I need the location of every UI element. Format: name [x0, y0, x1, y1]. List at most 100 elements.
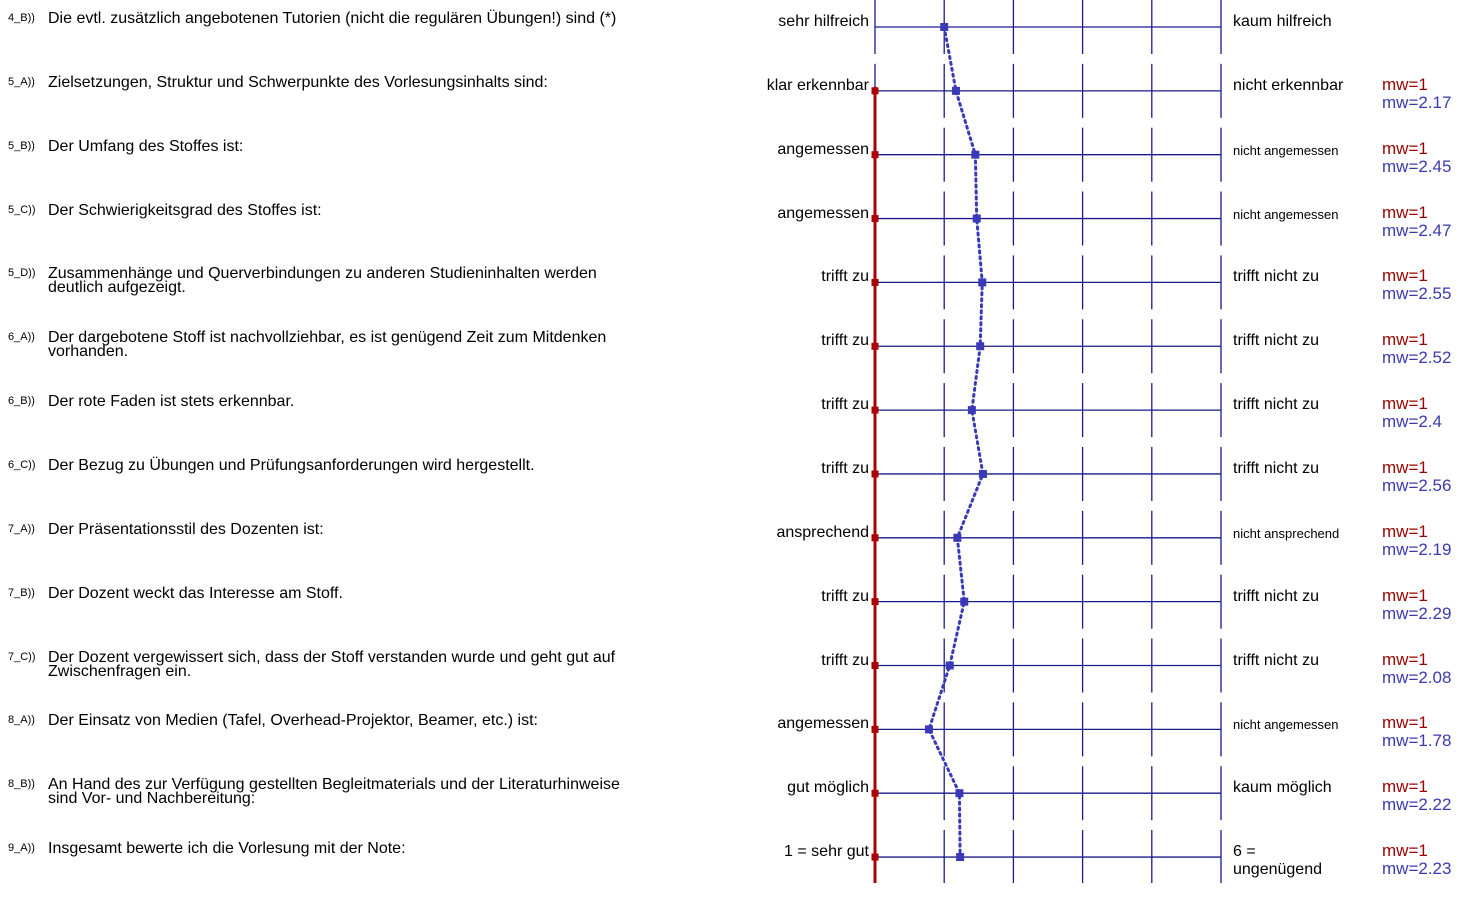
mean-reference-label: mw=1 — [1382, 457, 1428, 477]
mean-point — [940, 23, 949, 31]
mean-value-label: mw=2.17 — [1382, 92, 1452, 112]
reference-point — [871, 87, 879, 95]
question-code: 5_D)) — [8, 267, 36, 280]
mean-point — [976, 342, 985, 351]
mean-point — [924, 725, 933, 734]
question-code: 9_A)) — [8, 842, 35, 855]
scale-right-label: trifft nicht zu — [1233, 396, 1319, 414]
survey-rows: 4_B)) Die evtl. zusätzlich angebotenen Tu… — [0, 10, 1477, 879]
mean-point — [956, 853, 965, 862]
scale-left-label: sehr hilfreich — [778, 13, 869, 30]
question-code: 6_B)) — [8, 395, 35, 408]
scale-left-label: trifft zu — [821, 651, 869, 669]
scale-left-label: angemessen — [777, 715, 869, 733]
mean-value-label: mw=2.52 — [1382, 348, 1452, 368]
question-text: Der Schwierigkeitsgrad des Stoffes ist: — [48, 201, 322, 219]
scale-right-label: nicht erkennbar — [1233, 76, 1344, 94]
mean-value-label: mw=2.47 — [1382, 220, 1452, 240]
mean-point — [953, 533, 962, 542]
scale-right-label: trifft nicht zu — [1233, 587, 1319, 605]
survey-row: 5_B)) Der Umfang des Stoffes ist: angemess… — [0, 137, 1477, 200]
reference-point — [871, 534, 879, 542]
question-text: Der Dozent vergewissert sich, dass der S… — [48, 648, 616, 680]
scale-left-label: angemessen — [777, 140, 869, 158]
reference-point — [871, 215, 879, 223]
survey-row: 9_A)) Insgesamt bewerte ich die Vorlesung… — [0, 841, 1477, 902]
question-code: 6_C)) — [8, 458, 36, 471]
mean-point — [951, 86, 960, 95]
profile-chart — [871, 0, 1222, 883]
reference-point — [871, 470, 879, 478]
reference-point — [871, 789, 879, 797]
mean-point — [967, 406, 976, 415]
question-text: Der Dozent weckt das Interesse am Stoff. — [48, 584, 343, 602]
mean-value-label: mw=2.22 — [1382, 795, 1452, 815]
question-text: Die evtl. zusätzlich angebotenen Tutorie… — [48, 10, 617, 27]
mean-reference-label: mw=1 — [1382, 330, 1428, 350]
scale-left-label: trifft zu — [821, 332, 869, 350]
mean-value-label: mw=2.08 — [1382, 667, 1452, 687]
survey-row: 8_A)) Der Einsatz von Medien (Tafel, Over… — [0, 712, 1477, 774]
scale-left-label: 1 = sehr gut — [784, 843, 869, 861]
survey-row: 6_B)) Der rote Faden ist stets erkennbar.… — [0, 393, 1477, 455]
mean-reference-label: mw=1 — [1382, 649, 1428, 669]
scale-right-label: nicht angemessen — [1233, 717, 1339, 733]
mean-reference-label: mw=1 — [1382, 138, 1428, 158]
survey-row: 5_D)) Zusammenhänge und Querverbindungen … — [0, 265, 1477, 327]
mean-value-label: mw=2.45 — [1382, 156, 1452, 176]
mean-value-label: mw=2.19 — [1382, 539, 1452, 559]
question-code: 8_B)) — [8, 778, 35, 791]
mean-value-label: mw=1.78 — [1382, 731, 1452, 751]
reference-point — [871, 662, 879, 669]
question-code: 7_B)) — [8, 586, 35, 599]
survey-row: 7_C)) Der Dozent vergewissert sich, dass … — [0, 648, 1477, 711]
scale-right-label: kaum hilfreich — [1233, 13, 1332, 30]
mean-reference-label: mw=1 — [1382, 777, 1428, 797]
mean-point — [978, 278, 987, 287]
survey-row: 5_A)) Zielsetzungen, Struktur und Schwerp… — [0, 74, 1477, 136]
scale-left-label: trifft zu — [821, 587, 869, 605]
question-code: 7_A)) — [8, 522, 35, 535]
scale-right-label: nicht angemessen — [1233, 142, 1339, 158]
question-text: Der dargebotene Stoff ist nachvollziehba… — [48, 329, 607, 361]
reference-point — [871, 342, 879, 350]
mean-reference-label: mw=1 — [1382, 841, 1428, 861]
reference-point — [871, 151, 879, 159]
mean-value-label: mw=2.29 — [1382, 603, 1452, 623]
question-text: Der Einsatz von Medien (Tafel, Overhead-… — [48, 712, 538, 730]
mean-reference-label: mw=1 — [1382, 713, 1428, 733]
mean-point — [978, 469, 987, 478]
question-code: 4_B)) — [8, 12, 35, 24]
scale-right-label: trifft nicht zu — [1233, 332, 1319, 350]
reference-point — [871, 598, 879, 606]
mean-value-label: mw=2.4 — [1382, 412, 1442, 432]
survey-row: 7_A)) Der Präsentationsstil des Dozenten … — [0, 521, 1477, 583]
survey-row: 6_C)) Der Bezug zu Übungen und Prüfungsan… — [0, 457, 1477, 519]
survey-row: 5_C)) Der Schwierigkeitsgrad des Stoffes … — [0, 201, 1477, 264]
scale-left-label: gut möglich — [787, 779, 869, 797]
mean-point — [971, 150, 980, 159]
question-text: Zusammenhänge und Querverbindungen zu an… — [48, 265, 597, 297]
scale-left-label: klar erkennbar — [766, 76, 869, 94]
scale-right-label: trifft nicht zu — [1233, 268, 1319, 286]
scale-right-label: trifft nicht zu — [1233, 459, 1319, 477]
mean-reference-label: mw=1 — [1382, 585, 1428, 605]
scale-right-label: 6 = ungenügend — [1233, 843, 1322, 879]
reference-point — [871, 278, 879, 286]
question-code: 5_A)) — [8, 75, 35, 88]
mean-reference-label: mw=1 — [1382, 394, 1428, 414]
survey-row: 8_B)) An Hand des zur Verfügung gestellte… — [0, 777, 1477, 838]
question-code: 5_B)) — [8, 139, 35, 152]
mean-value-label: mw=2.23 — [1382, 859, 1452, 879]
question-text: Der rote Faden ist stets erkennbar. — [48, 393, 295, 411]
scale-left-label: angemessen — [777, 204, 869, 222]
mean-value-label: mw=2.55 — [1382, 284, 1452, 304]
mean-point — [955, 789, 964, 798]
mean-reference-label: mw=1 — [1382, 266, 1428, 286]
reference-point — [871, 406, 879, 414]
mean-value-label: mw=2.56 — [1382, 475, 1452, 495]
question-code: 6_A)) — [8, 331, 35, 344]
scale-left-label: ansprechend — [776, 523, 869, 541]
reference-point — [871, 853, 879, 861]
question-text: Der Umfang des Stoffes ist: — [48, 137, 244, 155]
